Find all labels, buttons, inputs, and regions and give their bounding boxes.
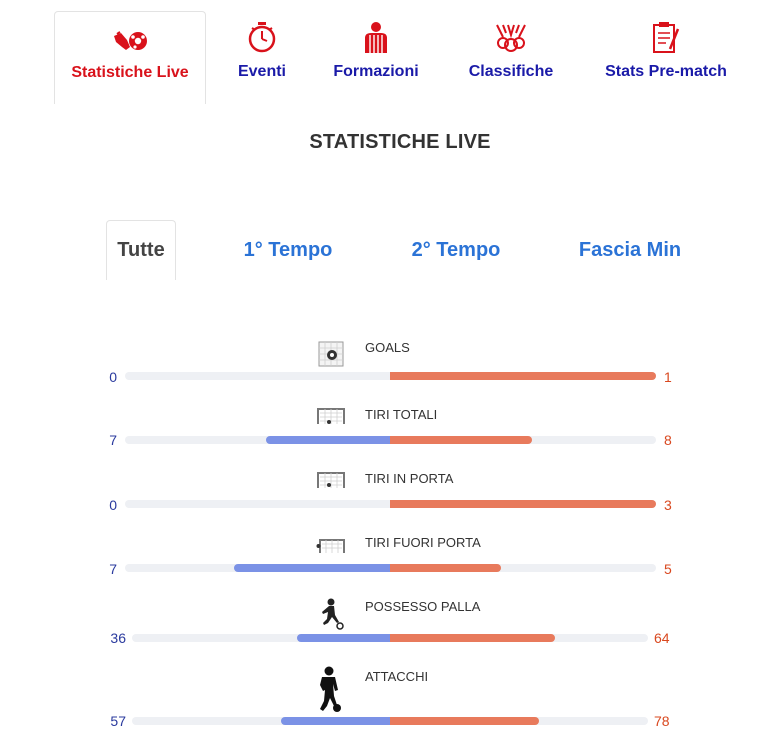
away-bar — [390, 372, 656, 380]
goal-shot-icon — [317, 407, 345, 430]
tab-label: Formazioni — [333, 63, 419, 80]
stat-label: GOALS — [365, 340, 410, 355]
tab-label: Classifiche — [468, 63, 554, 80]
stopwatch-icon — [248, 11, 276, 55]
referee-icon — [362, 11, 390, 55]
away-value: 5 — [664, 561, 672, 577]
stat-label: POSSESSO PALLA — [365, 599, 481, 614]
away-bar — [390, 634, 555, 642]
home-value: 57 — [110, 713, 126, 729]
away-bar — [390, 717, 539, 725]
tab-label: Stats Pre-match — [605, 63, 727, 80]
away-bar — [390, 436, 532, 444]
clipboard-icon — [652, 11, 680, 55]
home-value: 0 — [109, 369, 117, 385]
subtab-fascia-min[interactable]: Fascia Min — [578, 238, 682, 261]
subtab-tutte[interactable]: Tutte — [106, 220, 176, 280]
tab-stats-pre-match[interactable]: Stats Pre-match — [592, 11, 740, 104]
main-tabs: Statistiche Live Eventi Formazioni — [0, 11, 774, 104]
away-value: 3 — [664, 497, 672, 513]
tab-label: Statistiche Live — [71, 64, 189, 81]
home-value: 36 — [110, 630, 126, 646]
away-bar — [390, 564, 501, 572]
away-bar — [390, 500, 656, 508]
player-dribble-icon — [318, 598, 344, 635]
player-attack-icon — [313, 666, 345, 719]
home-value: 0 — [109, 497, 117, 513]
goal-shot-icon — [317, 471, 345, 494]
shot-wide-icon — [316, 536, 346, 559]
subtab-primo-tempo[interactable]: 1° Tempo — [243, 238, 333, 261]
home-value: 7 — [109, 561, 117, 577]
tab-label: Eventi — [237, 63, 286, 80]
tab-statistiche-live[interactable]: Statistiche Live — [54, 11, 206, 104]
medals-icon — [494, 11, 528, 55]
tab-eventi[interactable]: Eventi — [222, 11, 302, 104]
tab-classifiche[interactable]: Classifiche — [456, 11, 566, 104]
stat-label: TIRI IN PORTA — [365, 471, 454, 486]
home-bar — [281, 717, 390, 725]
home-bar — [297, 634, 390, 642]
tab-formazioni[interactable]: Formazioni — [322, 11, 430, 104]
stat-label: TIRI FUORI PORTA — [365, 535, 481, 550]
goal-net-icon — [318, 341, 344, 372]
home-value: 7 — [109, 432, 117, 448]
away-value: 1 — [664, 369, 672, 385]
subtab-secondo-tempo[interactable]: 2° Tempo — [411, 238, 501, 261]
stat-label: TIRI TOTALI — [365, 407, 438, 422]
away-value: 8 — [664, 432, 672, 448]
home-bar — [266, 436, 390, 444]
page-title: STATISTICHE LIVE — [309, 131, 491, 153]
away-value: 78 — [654, 713, 670, 729]
boot-ball-icon — [111, 12, 149, 56]
stat-label: ATTACCHI — [365, 669, 429, 684]
away-value: 64 — [654, 630, 670, 646]
home-bar — [234, 564, 390, 572]
